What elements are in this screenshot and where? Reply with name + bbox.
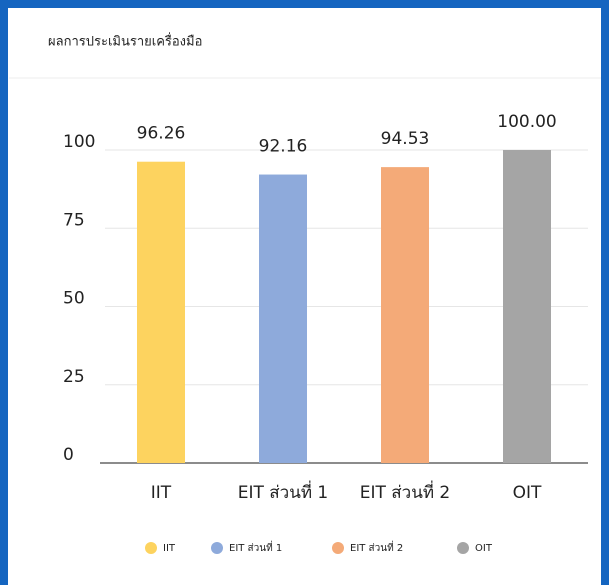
bar <box>259 174 307 464</box>
legend-swatch <box>332 542 344 554</box>
y-tick-label: 0 <box>63 445 74 465</box>
y-tick-label: 100 <box>63 132 95 152</box>
x-tick-label: EIT ส่วนที่ 1 <box>238 480 329 503</box>
bar <box>381 167 429 463</box>
legend-label: EIT ส่วนที่ 1 <box>229 540 282 554</box>
legend-swatch <box>211 542 223 554</box>
legend-label: OIT <box>475 543 493 554</box>
y-tick-label: 75 <box>63 210 85 230</box>
legend-swatch <box>145 542 157 554</box>
legend-label: IIT <box>163 543 176 554</box>
value-label: 94.53 <box>381 129 430 149</box>
y-tick-label: 50 <box>63 289 85 309</box>
x-tick-label: IIT <box>151 483 172 503</box>
x-tick-label: OIT <box>513 483 542 503</box>
chart-title: ผลการประเมินรายเครื่องมือ <box>48 33 202 50</box>
x-tick-label: EIT ส่วนที่ 2 <box>360 480 451 503</box>
bar <box>503 150 551 463</box>
legend-swatch <box>457 542 469 554</box>
y-tick-label: 25 <box>63 367 85 387</box>
bar <box>137 161 185 463</box>
value-label: 96.26 <box>137 124 186 144</box>
value-label: 100.00 <box>497 112 556 132</box>
value-label: 92.16 <box>259 137 308 157</box>
legend-label: EIT ส่วนที่ 2 <box>350 540 403 554</box>
